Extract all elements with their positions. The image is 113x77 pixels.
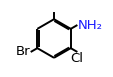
Text: Br: Br xyxy=(16,45,31,58)
Text: Cl: Cl xyxy=(69,52,82,65)
Text: NH₂: NH₂ xyxy=(77,19,101,32)
